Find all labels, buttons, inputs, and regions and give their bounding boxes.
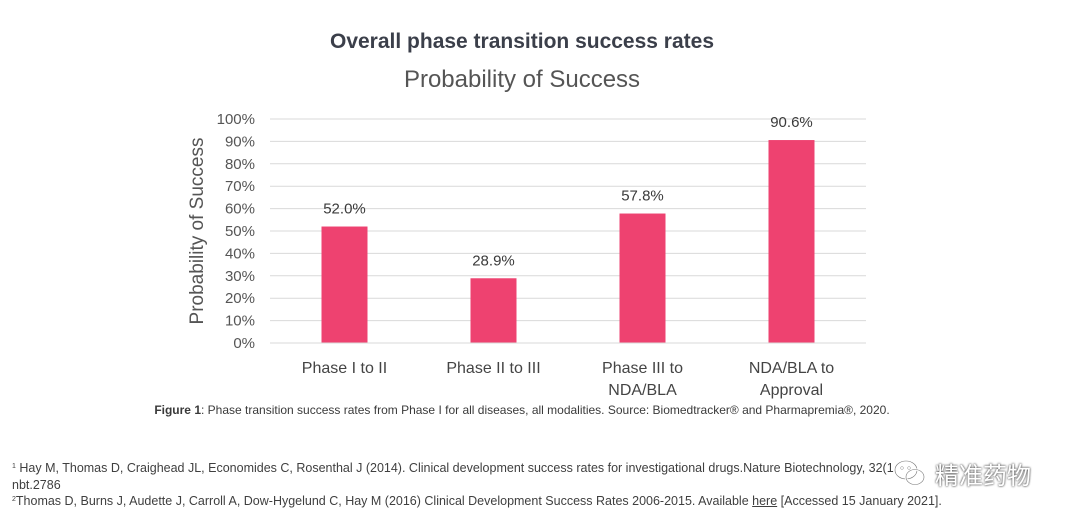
footnote-2-mark: 2 bbox=[12, 496, 16, 503]
footnote-1-text: Hay M, Thomas D, Craighead JL, Economide… bbox=[19, 461, 894, 475]
bar bbox=[768, 140, 815, 343]
y-tick-label: 90% bbox=[225, 133, 255, 150]
footnote-1-mark: 1 bbox=[12, 463, 16, 470]
footnote-2: 2Thomas D, Burns J, Audette J, Carroll A… bbox=[12, 493, 952, 510]
data-label: 90.6% bbox=[770, 114, 813, 131]
y-tick-label: 10% bbox=[225, 313, 255, 330]
y-tick-label: 80% bbox=[225, 156, 255, 173]
footnote-2-text: Thomas D, Burns J, Audette J, Carroll A,… bbox=[15, 494, 753, 508]
x-tick-label: NDA/BLA to bbox=[749, 360, 834, 377]
y-tick-label: 30% bbox=[225, 268, 255, 285]
wechat-icon bbox=[893, 459, 926, 486]
figure-caption: Figure 1: Phase transition success rates… bbox=[0, 403, 1044, 417]
chart-title: Probability of Success bbox=[404, 66, 640, 93]
y-tick-label: 20% bbox=[225, 290, 255, 307]
y-tick-label: 0% bbox=[233, 335, 255, 352]
watermark: 精准药物 bbox=[893, 456, 1053, 490]
y-tick-label: 100% bbox=[217, 111, 255, 128]
y-axis-label: Probability of Success bbox=[187, 138, 208, 325]
bar bbox=[321, 226, 368, 343]
x-tick-label: Phase III to bbox=[602, 360, 683, 377]
figure-caption-text: : Phase transition success rates from Ph… bbox=[201, 403, 890, 417]
x-tick-label: NDA/BLA bbox=[608, 382, 677, 399]
watermark-text: 精准药物 bbox=[935, 462, 1031, 490]
y-tick-label: 70% bbox=[225, 178, 255, 195]
bar bbox=[619, 213, 666, 343]
figure-label: Figure 1 bbox=[154, 403, 201, 417]
y-tick-label: 40% bbox=[225, 245, 255, 262]
footnote-2-tail: [Accessed 15 January 2021]. bbox=[777, 494, 942, 508]
data-label: 28.9% bbox=[472, 252, 515, 269]
bar-chart: Probability of Success 0% 10% 20% 30% 40% 50% 6… bbox=[187, 66, 866, 399]
y-tick-label: 60% bbox=[225, 201, 255, 218]
footnote-2-link[interactable]: here bbox=[752, 494, 778, 508]
chart-heading: Overall phase transition success rates bbox=[329, 30, 715, 53]
data-label: 57.8% bbox=[621, 188, 664, 205]
x-tick-label: Phase II to III bbox=[446, 360, 540, 377]
data-label: 52.0% bbox=[323, 201, 366, 218]
x-tick-label: Phase I to II bbox=[302, 360, 387, 377]
x-tick-label: Approval bbox=[760, 382, 823, 399]
bar bbox=[470, 278, 517, 343]
footnote-1: 1 Hay M, Thomas D, Craighead JL, Economi… bbox=[12, 460, 952, 494]
y-tick-label: 50% bbox=[225, 223, 255, 240]
footnote-1-doi: nbt.2786 bbox=[12, 478, 61, 492]
